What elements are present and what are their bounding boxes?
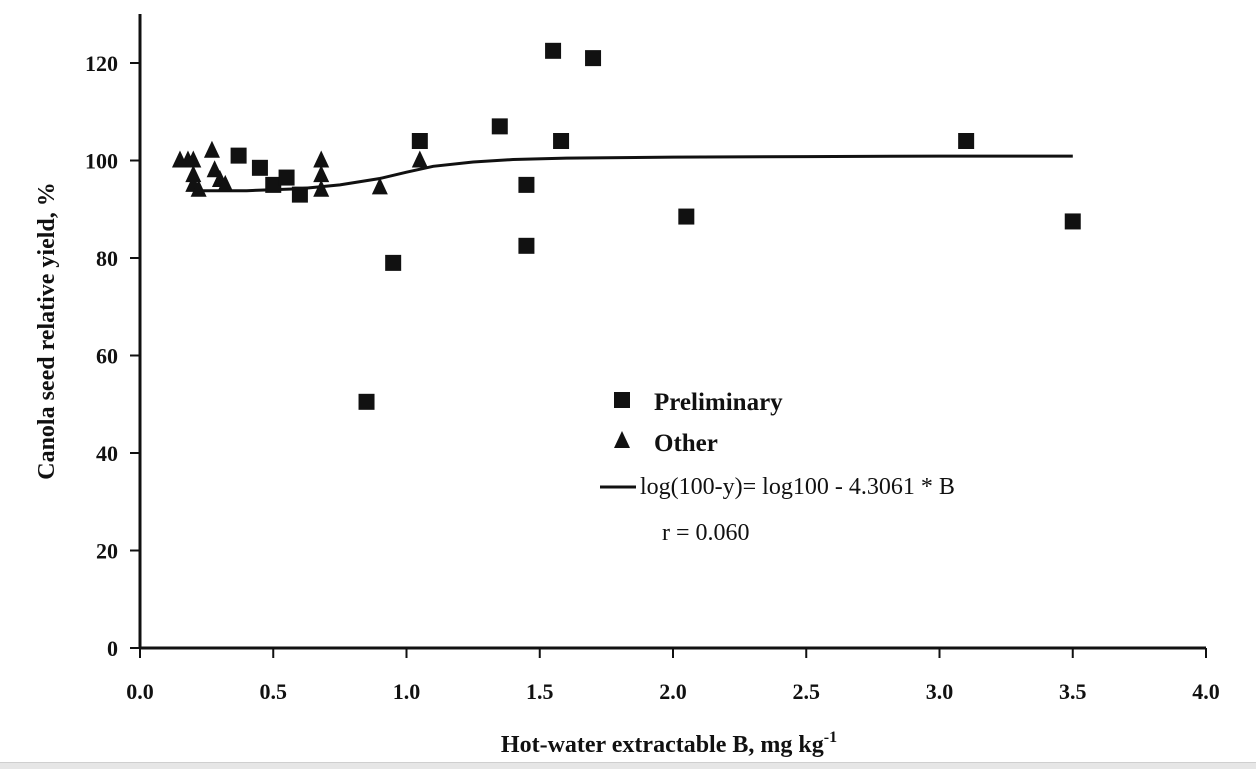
x-tick-label: 0.5: [260, 679, 288, 704]
point-preliminary: [958, 133, 975, 149]
y-axis-title: Canola seed relative yield, %: [34, 182, 60, 480]
tick-labels: 0.0 0.5 1.0 1.5 2.0 2.5 3.0 3.5 4.0 0 20 40 60 80 100 1…: [85, 51, 1220, 704]
x-axis-title-superscript: -1: [824, 729, 837, 746]
y-tick-label: 0: [107, 636, 118, 661]
y-tick-label: 60: [96, 344, 118, 369]
legend: Preliminary Other log(100-y)= log100 - 4…: [600, 389, 955, 546]
point-preliminary: [1064, 213, 1081, 230]
x-tick-label: 3.0: [926, 679, 954, 704]
x-axis-title: Hot-water extractable B, mg kg-1: [501, 729, 837, 758]
y-tick-label: 120: [85, 51, 118, 76]
point-preliminary: [278, 169, 295, 186]
data-points: [171, 42, 1081, 410]
point-preliminary: [553, 133, 570, 149]
point-preliminary: [230, 147, 247, 164]
point-other: [313, 165, 330, 183]
y-tick-label: 20: [96, 539, 118, 564]
point-preliminary: [518, 237, 535, 254]
point-other: [185, 150, 202, 168]
legend-label-preliminary: Preliminary: [654, 389, 783, 416]
x-tick-label: 1.5: [526, 679, 554, 704]
legend-label-other: Other: [654, 430, 718, 457]
point-other: [185, 165, 202, 183]
y-tick-label: 40: [96, 441, 118, 466]
point-other: [411, 150, 428, 168]
point-other: [190, 179, 207, 197]
point-preliminary: [251, 159, 268, 176]
ticks: [130, 62, 1207, 658]
x-tick-label: 0.0: [126, 679, 154, 704]
point-other: [313, 179, 330, 197]
x-tick-label: 1.0: [393, 679, 421, 704]
x-tick-label: 3.5: [1059, 679, 1087, 704]
point-preliminary: [385, 254, 402, 271]
y-tick-label: 80: [96, 246, 118, 271]
point-preliminary: [291, 186, 308, 203]
legend-marker-preliminary: [614, 392, 630, 408]
point-preliminary: [585, 50, 602, 67]
point-preliminary: [678, 208, 695, 225]
legend-label-fit-line: log(100-y)= log100 - 4.3061 * B: [640, 474, 955, 500]
point-preliminary: [491, 118, 508, 135]
point-other: [217, 174, 234, 192]
point-preliminary: [411, 133, 428, 149]
x-tick-label: 4.0: [1192, 679, 1220, 704]
point-other: [203, 140, 220, 158]
correlation-annotation: r = 0.060: [662, 520, 750, 546]
point-other: [313, 150, 330, 168]
page-bottom-edge: [0, 762, 1256, 769]
point-other: [371, 177, 388, 195]
point-preliminary: [518, 176, 535, 193]
point-preliminary: [545, 42, 562, 59]
x-axis-title-text: Hot-water extractable B, mg kg: [501, 732, 824, 758]
point-preliminary: [265, 176, 282, 193]
y-tick-label: 100: [85, 149, 118, 174]
legend-marker-other: [614, 431, 630, 448]
x-tick-label: 2.0: [659, 679, 687, 704]
x-tick-label: 2.5: [793, 679, 821, 704]
axes: [138, 14, 1206, 650]
point-preliminary: [358, 393, 375, 410]
